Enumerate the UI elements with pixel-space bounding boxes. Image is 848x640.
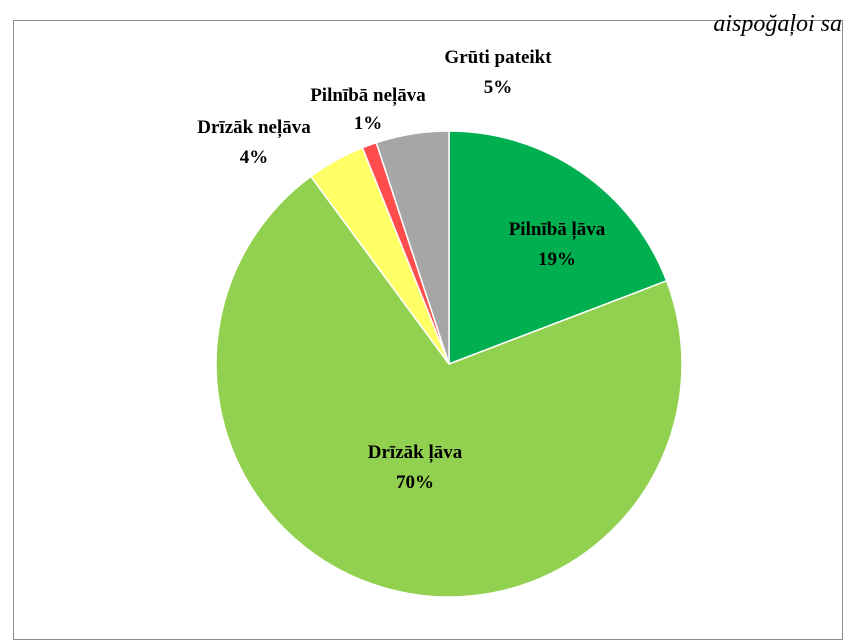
pie-labels: Pilnībā ļāva 19% Drīzāk ļāva 70% Drīzāk neļā… — [197, 47, 606, 493]
slice-label-drizak-lava: Drīzāk ļāva — [368, 442, 463, 463]
slice-value-gruti-pateikt: 5% — [484, 77, 513, 98]
slice-label-pilniba-nelava: Pilnībā neļāva — [310, 85, 426, 106]
slice-value-pilniba-lava: 19% — [538, 249, 576, 270]
slice-value-drizak-nelava: 4% — [240, 147, 269, 168]
slice-label-drizak-nelava: Drīzāk neļāva — [197, 117, 311, 138]
pie-slices — [215, 130, 683, 598]
slice-value-pilniba-nelava: 1% — [354, 113, 383, 134]
pie-slice-pilniba-lava — [448, 130, 668, 366]
slice-label-pilniba-lava: Pilnībā ļāva — [509, 219, 606, 240]
header-text: aispoğaļoi sa — [713, 11, 842, 37]
slice-value-drizak-lava: 70% — [396, 472, 434, 493]
slice-label-gruti-pateikt: Grūti pateikt — [444, 47, 552, 68]
pie-slice-gruti-pateikt — [375, 130, 450, 365]
pie-slice-drizak-lava — [215, 175, 683, 598]
